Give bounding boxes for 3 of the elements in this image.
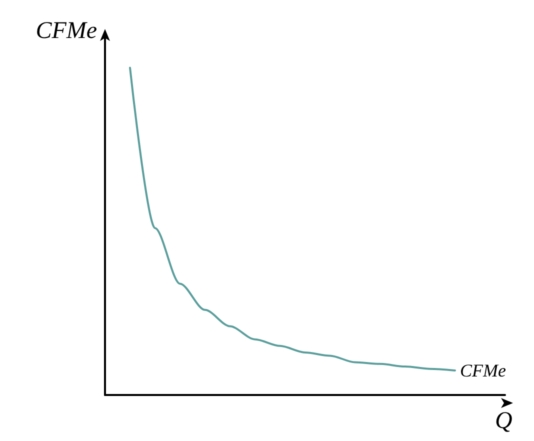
x-axis-title: Q [495,408,512,434]
series-label: CFMe [460,360,506,380]
y-axis-title: CFMe [36,18,98,44]
